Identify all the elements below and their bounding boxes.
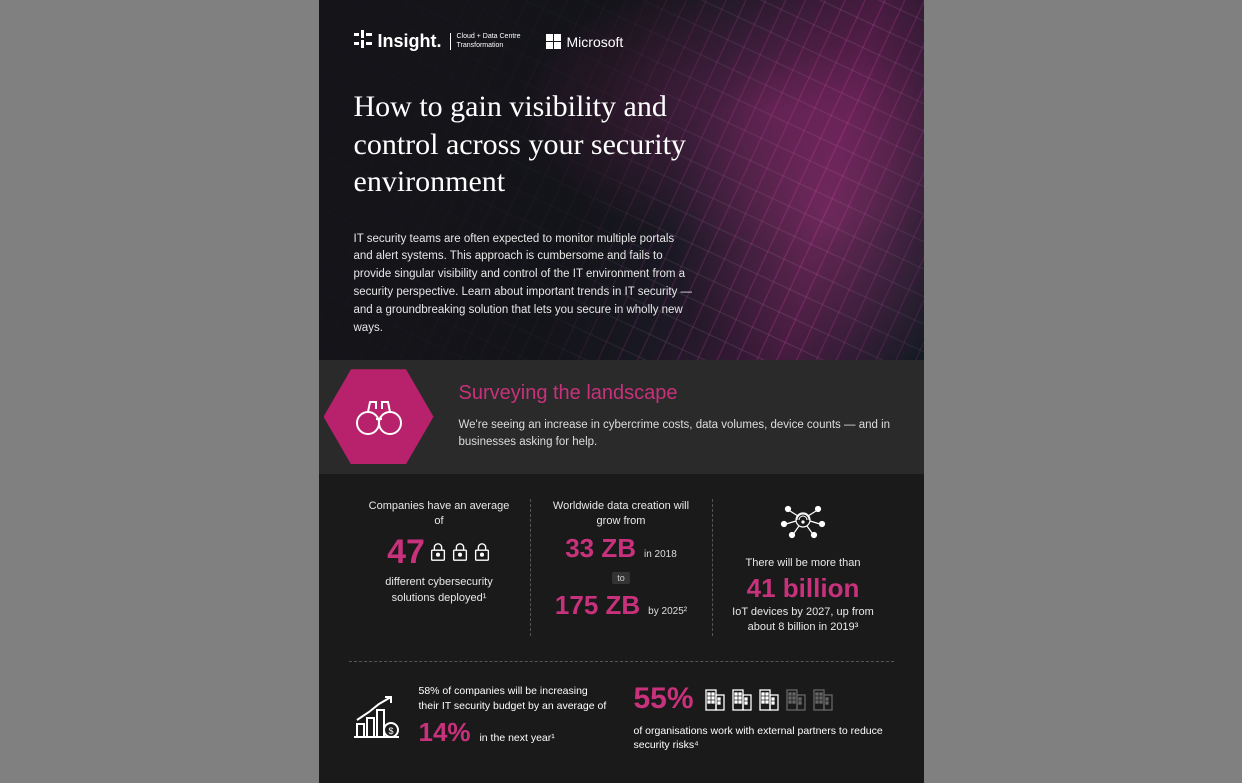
insight-mark-icon [354,30,372,53]
hexagon-badge [309,360,449,474]
svg-text:$: $ [388,726,393,736]
insight-logo: Insight. Cloud + Data Centre Transformat… [354,30,521,53]
building-icon [731,686,753,712]
growth-chart-icon: $ [349,692,404,742]
section-desc: We're seeing an increase in cybercrime c… [459,417,899,452]
stat-47: 47 [387,535,425,569]
buildings-icon-row [704,686,834,712]
iot-network-icon [728,499,879,546]
hero-body: IT security teams are often expected to … [354,231,694,338]
stat-55pct: 55% [634,682,694,716]
stat-iot-devices: There will be more than 41 billion IoT d… [713,499,894,636]
stat-175zb: 175 ZB [555,590,640,621]
lock-icon [429,542,447,562]
hero-title: How to gain visibility and control acros… [354,88,714,201]
building-icon [812,686,834,712]
stat-cybersecurity-solutions: Companies have an average of 47 differen… [349,499,530,636]
microsoft-squares-icon [546,34,561,49]
microsoft-brand-name: Microsoft [567,34,624,50]
hero-section: Insight. Cloud + Data Centre Transformat… [319,0,924,360]
stats-row-1: Companies have an average of 47 differen… [319,474,924,661]
lock-icon [451,542,469,562]
section-text: Surveying the landscape We're seeing an … [449,360,924,474]
building-icon [758,686,780,712]
stat-33zb: 33 ZB [565,533,636,564]
section-title: Surveying the landscape [459,382,899,405]
microsoft-logo: Microsoft [546,34,624,50]
building-icon [704,686,726,712]
stat-14pct: 14% [419,717,471,747]
stat-data-creation: Worldwide data creation will grow from 3… [530,499,713,636]
stat-external-partners: 55% of organisations work with external … [634,682,894,753]
stat-41billion: 41 billion [728,575,879,601]
lock-icon [473,542,491,562]
logo-bar: Insight. Cloud + Data Centre Transformat… [354,30,889,53]
stats-row-2: $ 58% of companies will be increasing th… [319,662,924,783]
binoculars-icon [354,397,404,437]
stat-budget-increase: $ 58% of companies will be increasing th… [349,682,609,753]
building-icon [785,686,807,712]
section-header: Surveying the landscape We're seeing an … [319,360,924,474]
insight-brand-name: Insight. [378,31,442,52]
infographic-page: Insight. Cloud + Data Centre Transformat… [319,0,924,783]
to-label: to [612,572,630,584]
insight-tagline: Cloud + Data Centre Transformation [450,33,521,50]
